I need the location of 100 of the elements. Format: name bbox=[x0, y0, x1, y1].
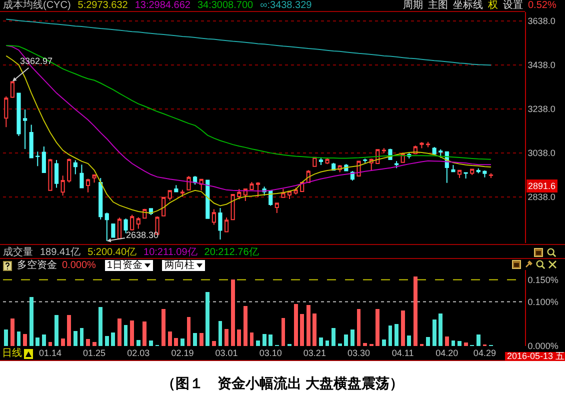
y-tick-label: 3238.0 bbox=[528, 104, 556, 114]
candlestick bbox=[42, 146, 46, 174]
x-tick-label: 03.10 bbox=[259, 348, 282, 358]
bar bbox=[86, 338, 90, 346]
bar bbox=[350, 330, 354, 346]
candlestick bbox=[464, 172, 468, 179]
bar bbox=[426, 337, 430, 346]
bar bbox=[180, 338, 184, 346]
text: 设置 bbox=[503, 0, 523, 11]
bar bbox=[237, 330, 242, 346]
bar bbox=[98, 307, 103, 346]
bar bbox=[67, 315, 72, 346]
candlestick bbox=[130, 214, 134, 231]
candlestick bbox=[250, 182, 254, 190]
bar bbox=[29, 296, 34, 346]
x-tick-label: 03.01 bbox=[215, 348, 238, 358]
bar bbox=[104, 336, 109, 346]
bar bbox=[149, 340, 153, 346]
candlestick bbox=[438, 148, 443, 158]
text: 189.41亿 bbox=[40, 247, 81, 258]
annotation: 2638.30 bbox=[126, 230, 159, 240]
candlestick bbox=[212, 208, 216, 226]
chart-title: 多空资金 bbox=[17, 260, 57, 271]
text: 10:211.09亿 bbox=[144, 247, 198, 258]
candlestick bbox=[218, 207, 222, 240]
line-series bbox=[6, 44, 492, 160]
candlestick bbox=[426, 141, 430, 148]
bar bbox=[464, 342, 468, 346]
candlestick bbox=[136, 216, 140, 230]
bar bbox=[199, 333, 204, 346]
text: 0.52% bbox=[528, 0, 556, 11]
candlestick bbox=[60, 175, 65, 196]
text: 2016-05-13 五 bbox=[505, 351, 565, 361]
bar bbox=[224, 328, 228, 346]
candlestick bbox=[318, 156, 324, 166]
x-tick-label: 01.14 bbox=[38, 348, 62, 358]
bar bbox=[281, 318, 286, 346]
bar bbox=[306, 304, 310, 346]
bar bbox=[294, 304, 298, 346]
candlestick bbox=[86, 178, 90, 193]
bar bbox=[73, 330, 78, 346]
candlestick bbox=[281, 188, 286, 198]
candlestick bbox=[363, 158, 368, 164]
x-tick-label: 03.21 bbox=[303, 348, 326, 358]
y-tick-label: 3038.0 bbox=[528, 148, 556, 158]
y-tick-label: 3638.0 bbox=[528, 16, 556, 26]
x-tick-label: 04.29 bbox=[473, 348, 496, 358]
candlestick bbox=[420, 142, 424, 149]
candlestick bbox=[476, 168, 480, 174]
y-tick-label: 0.100% bbox=[528, 296, 558, 307]
text: 5:200.40亿 bbox=[88, 247, 137, 258]
text: 成交量 bbox=[3, 247, 33, 258]
candlestick bbox=[470, 168, 474, 176]
annotation: 1日资金 bbox=[106, 260, 142, 271]
bar bbox=[394, 324, 398, 346]
annotation: 两向柱 bbox=[164, 260, 194, 271]
bar bbox=[23, 334, 27, 346]
candlestick bbox=[174, 184, 178, 192]
bar bbox=[432, 319, 436, 346]
candlestick bbox=[224, 216, 229, 232]
bar bbox=[268, 334, 273, 346]
bar bbox=[363, 342, 368, 346]
bar bbox=[262, 334, 266, 346]
bar bbox=[400, 310, 405, 346]
bar bbox=[407, 335, 412, 346]
candlestick bbox=[382, 148, 386, 154]
text: 坐标线 bbox=[453, 0, 483, 11]
x-tick-label: 02.03 bbox=[127, 348, 150, 358]
bar bbox=[111, 332, 116, 346]
candlestick bbox=[36, 151, 40, 167]
bar bbox=[174, 338, 178, 346]
bar bbox=[36, 338, 40, 346]
bar bbox=[60, 338, 65, 346]
candlestick bbox=[325, 158, 330, 165]
text: 日线 bbox=[2, 348, 22, 359]
y-tick-label: 2838.0 bbox=[528, 192, 556, 202]
text: 20:212.76亿 bbox=[204, 247, 259, 258]
bar bbox=[338, 343, 342, 346]
bar bbox=[312, 313, 317, 346]
bar bbox=[42, 334, 46, 346]
candlestick bbox=[256, 182, 260, 198]
candlestick bbox=[457, 170, 462, 179]
candlestick bbox=[48, 158, 52, 192]
bar bbox=[319, 338, 323, 346]
candlestick bbox=[98, 178, 103, 220]
text: 5:2973.632 bbox=[78, 0, 128, 11]
text: 权 bbox=[488, 0, 498, 11]
candlestick bbox=[230, 194, 235, 220]
bar bbox=[388, 326, 392, 346]
bar bbox=[438, 314, 443, 346]
candlestick bbox=[162, 196, 166, 216]
candlestick bbox=[104, 212, 109, 242]
bar bbox=[413, 276, 418, 346]
candlestick bbox=[23, 109, 28, 150]
bar bbox=[130, 320, 134, 346]
candlestick bbox=[488, 172, 494, 179]
text: 13:2984.662 bbox=[134, 0, 190, 11]
candlestick bbox=[180, 189, 184, 198]
candlestick bbox=[432, 146, 436, 156]
candlestick bbox=[168, 190, 172, 201]
